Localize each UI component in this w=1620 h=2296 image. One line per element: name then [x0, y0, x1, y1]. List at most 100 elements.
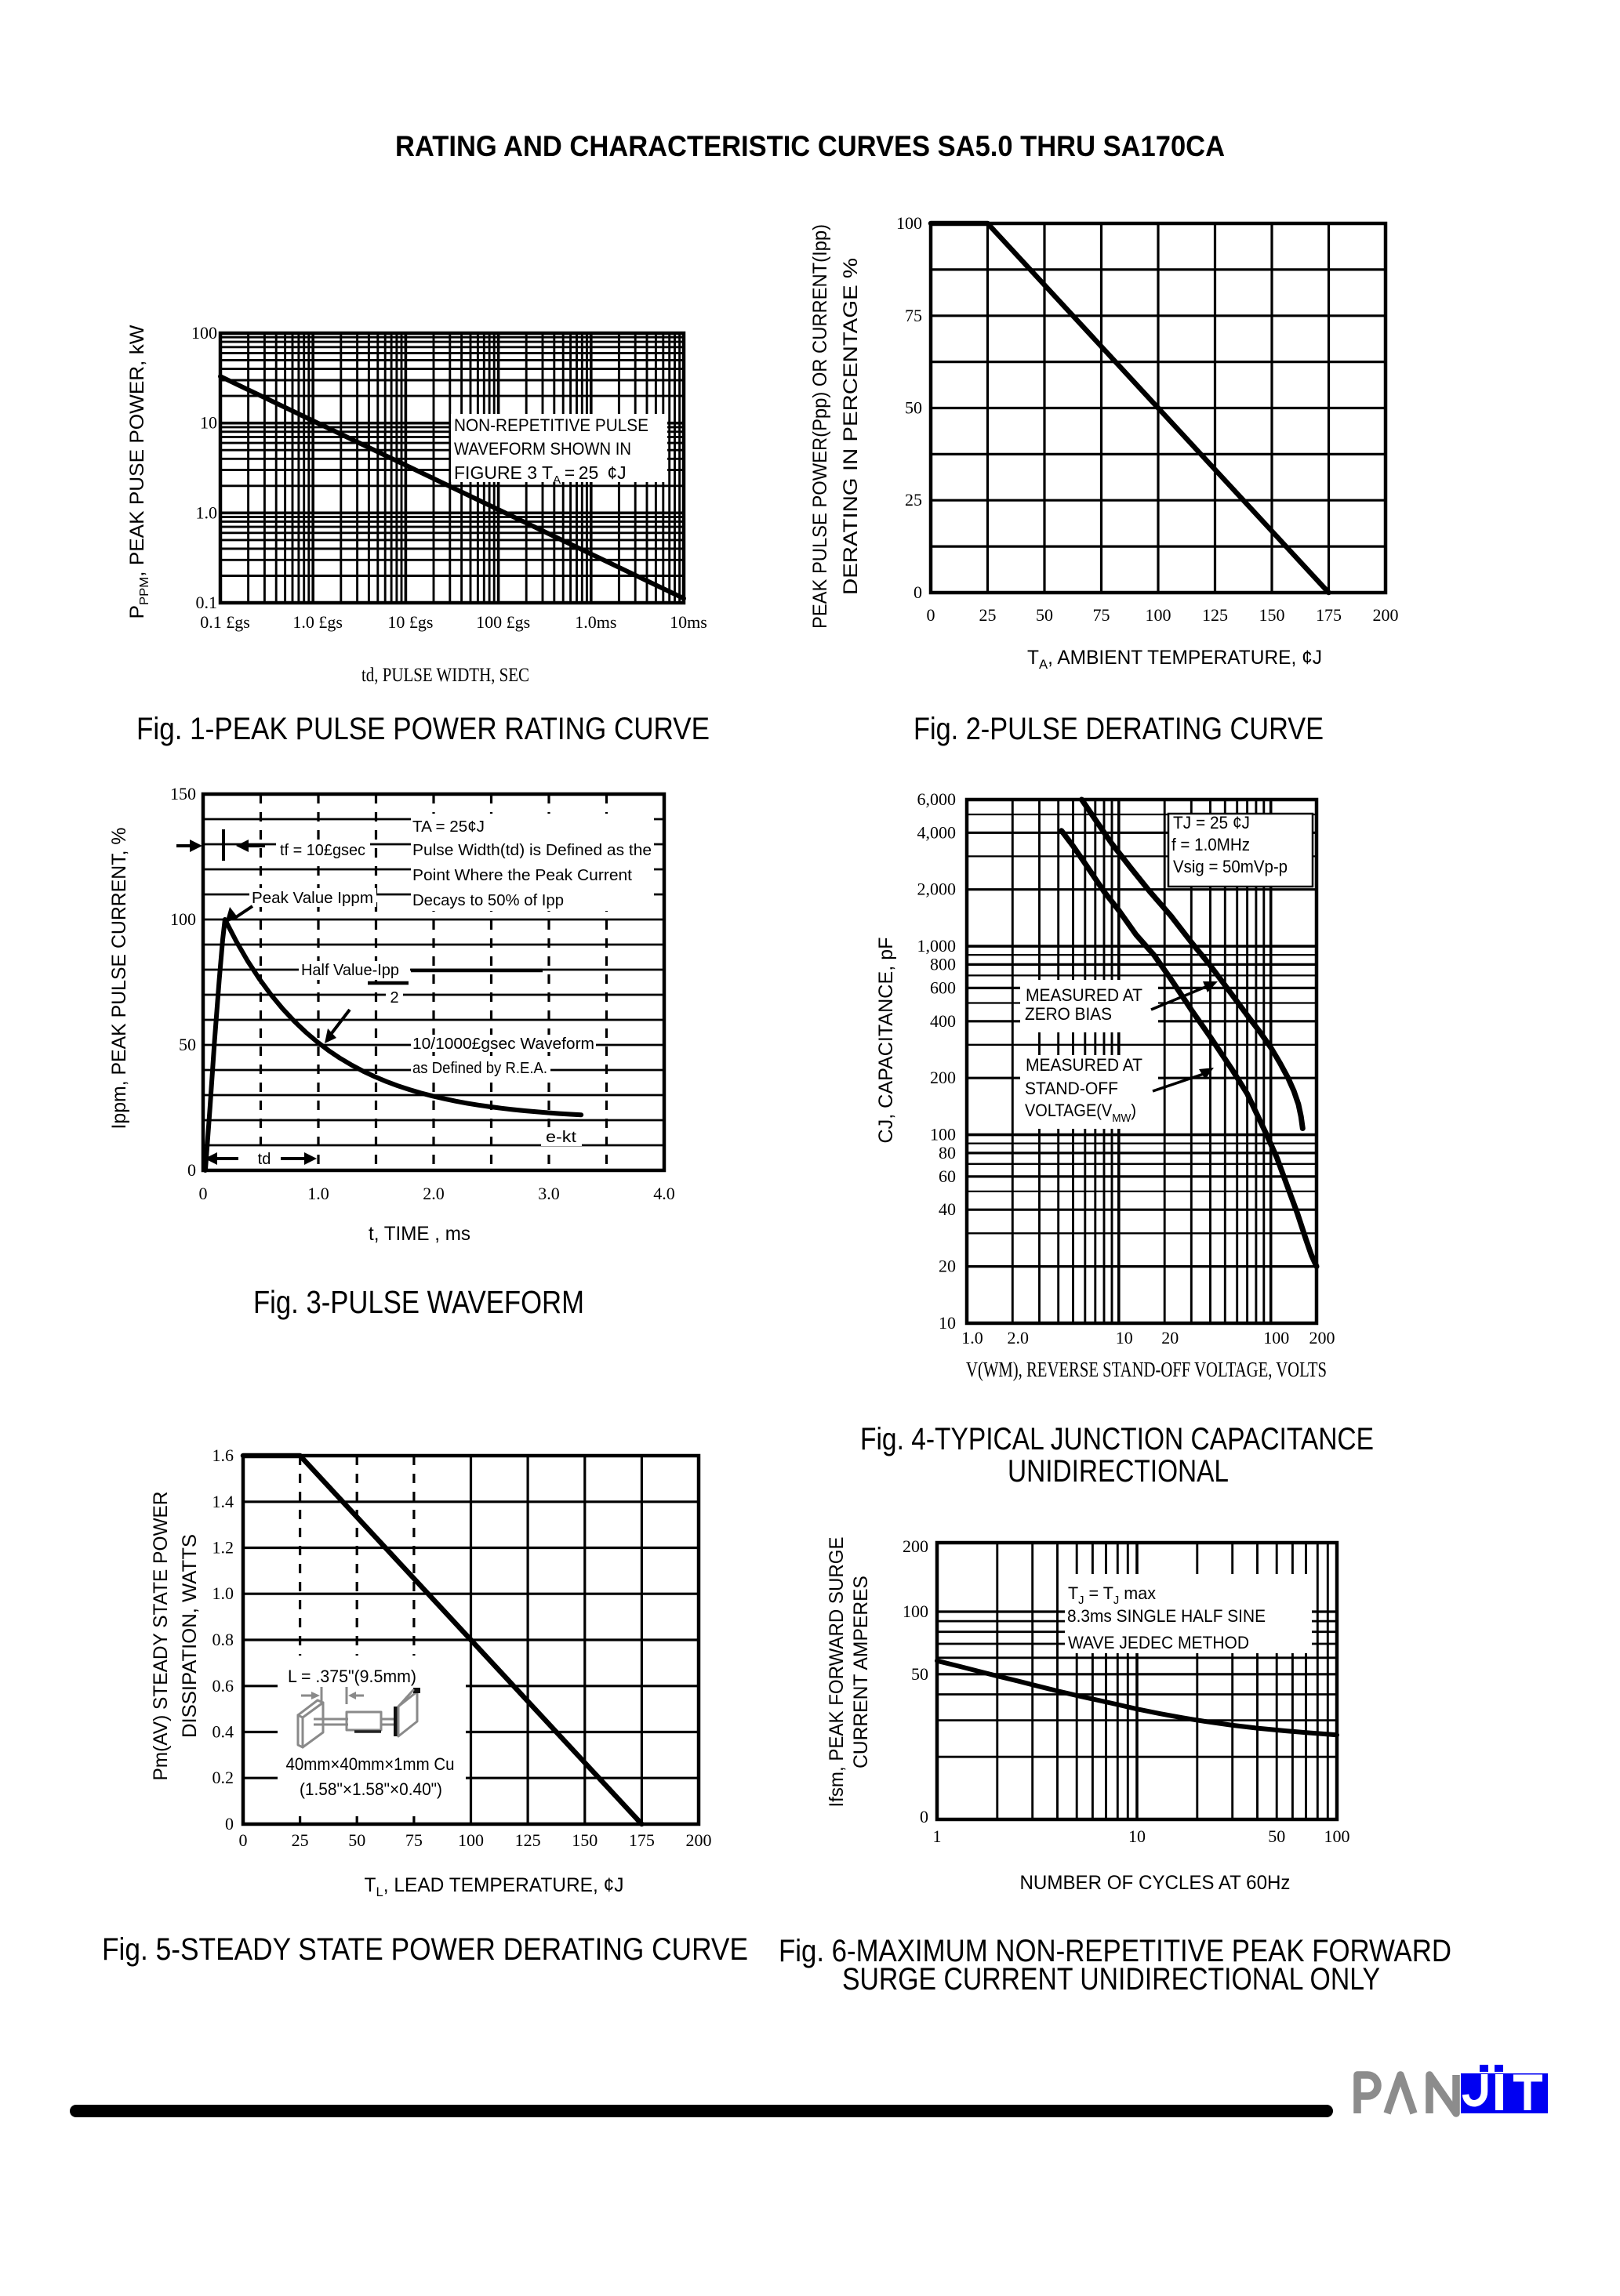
- svg-text:L = .375"(9.5mm): L = .375"(9.5mm): [288, 1667, 416, 1686]
- svg-text:10/1000£gsec Waveform: 10/1000£gsec Waveform: [412, 1036, 594, 1053]
- svg-text:0: 0: [914, 582, 922, 602]
- svg-text:1.4: 1.4: [212, 1492, 234, 1511]
- svg-text:0: 0: [225, 1814, 234, 1834]
- svg-text:WAVE JEDEC METHOD: WAVE JEDEC METHOD: [1068, 1633, 1249, 1652]
- svg-text:0.2: 0.2: [212, 1768, 234, 1787]
- svg-text:100: 100: [903, 1601, 928, 1621]
- svg-text:DERATING IN PERCENTAGE %: DERATING IN PERCENTAGE %: [840, 258, 862, 595]
- svg-text:100: 100: [896, 213, 922, 233]
- svg-text:Fig. 5-STEADY STATE POWER DERA: Fig. 5-STEADY STATE POWER DERATING CURVE: [102, 1932, 748, 1967]
- svg-text:60: 60: [939, 1166, 956, 1186]
- svg-text:50: 50: [179, 1035, 196, 1054]
- svg-text:Point Where the Peak Current: Point Where the Peak Current: [412, 867, 632, 884]
- svg-text:10ms: 10ms: [670, 612, 707, 632]
- svg-text:25: 25: [905, 490, 922, 510]
- svg-text:Pm(AV) STEADY STATE POWER: Pm(AV) STEADY STATE POWER: [150, 1492, 172, 1781]
- svg-text:0: 0: [199, 1184, 208, 1203]
- svg-text:150: 150: [1259, 605, 1285, 625]
- svg-text:0: 0: [239, 1830, 248, 1850]
- svg-text:100: 100: [930, 1125, 956, 1144]
- svg-text:400: 400: [930, 1011, 956, 1031]
- svg-text:150: 150: [170, 784, 196, 803]
- svg-text:50: 50: [1268, 1826, 1285, 1846]
- svg-text:1: 1: [933, 1826, 942, 1846]
- svg-text:200: 200: [1373, 605, 1399, 625]
- svg-text:0.1 £gs: 0.1 £gs: [200, 612, 250, 632]
- svg-text:0.8: 0.8: [212, 1630, 234, 1649]
- svg-text:125: 125: [515, 1830, 541, 1850]
- svg-text:2.0: 2.0: [1008, 1328, 1030, 1347]
- svg-text:Ippm, PEAK PULSE CURRENT, %: Ippm, PEAK PULSE CURRENT, %: [108, 828, 130, 1130]
- svg-text:CURRENT AMPERES: CURRENT AMPERES: [850, 1576, 872, 1768]
- svg-text:PEAK PULSE POWER(Ppp) OR CURRE: PEAK PULSE POWER(Ppp) OR CURRENT(Ipp): [809, 224, 831, 629]
- svg-text:0.4: 0.4: [212, 1722, 234, 1742]
- svg-text:200: 200: [686, 1830, 712, 1850]
- svg-text:e-kt: e-kt: [546, 1129, 577, 1146]
- svg-text:1.0ms: 1.0ms: [575, 612, 616, 632]
- svg-text:tf = 10£gsec: tf = 10£gsec: [280, 842, 365, 859]
- svg-text:50: 50: [348, 1830, 365, 1850]
- svg-text:6,000: 6,000: [917, 789, 957, 809]
- svg-text:75: 75: [405, 1830, 423, 1850]
- svg-text:Fig. 6-MAXIMUM NON-REPETITIVE: Fig. 6-MAXIMUM NON-REPETITIVE PEAK FORWA…: [779, 1934, 1451, 1968]
- svg-text:40mm×40mm×1mm Cu: 40mm×40mm×1mm Cu: [286, 1754, 455, 1774]
- svg-text:100 £gs: 100 £gs: [476, 612, 530, 632]
- svg-text:f = 1.0MHz: f = 1.0MHz: [1171, 835, 1250, 854]
- svg-text:(1.58"×1.58"×0.40"): (1.58"×1.58"×0.40"): [300, 1779, 442, 1799]
- svg-text:TA = 25¢J: TA = 25¢J: [412, 818, 485, 836]
- svg-text:TA, AMBIENT TEMPERATURE, ¢J: TA, AMBIENT TEMPERATURE, ¢J: [1027, 647, 1322, 672]
- svg-text:20: 20: [939, 1257, 956, 1276]
- svg-text:2,000: 2,000: [917, 880, 957, 899]
- svg-text:TL, LEAD TEMPERATURE, ¢J: TL, LEAD TEMPERATURE, ¢J: [365, 1874, 624, 1899]
- svg-text:1.0: 1.0: [307, 1184, 329, 1203]
- svg-text:50: 50: [1036, 605, 1053, 625]
- svg-text:ZERO BIAS: ZERO BIAS: [1025, 1004, 1112, 1024]
- svg-text:175: 175: [629, 1830, 655, 1850]
- svg-text:0.1: 0.1: [196, 593, 218, 612]
- svg-text:td: td: [258, 1151, 271, 1168]
- svg-text:40: 40: [939, 1199, 956, 1219]
- svg-text:WAVEFORM SHOWN IN: WAVEFORM SHOWN IN: [454, 439, 631, 459]
- svg-text:50: 50: [905, 398, 922, 418]
- svg-text:0: 0: [187, 1160, 196, 1180]
- svg-text:25: 25: [979, 605, 997, 625]
- svg-text:1,000: 1,000: [917, 936, 957, 956]
- svg-text:100: 100: [191, 323, 217, 343]
- svg-text:SURGE CURRENT UNIDIRECTIONAL O: SURGE CURRENT UNIDIRECTIONAL ONLY: [842, 1962, 1380, 1997]
- svg-text:1.0: 1.0: [961, 1328, 983, 1347]
- svg-text:200: 200: [930, 1068, 956, 1087]
- svg-text:Vsig = 50mVp-p: Vsig = 50mVp-p: [1173, 857, 1288, 876]
- svg-text:4,000: 4,000: [917, 822, 957, 842]
- svg-text:Pulse Width(td) is Defined as: Pulse Width(td) is Defined as the: [412, 842, 652, 859]
- svg-text:10 £gs: 10 £gs: [387, 612, 433, 632]
- svg-text:NON-REPETITIVE PULSE: NON-REPETITIVE PULSE: [454, 415, 648, 435]
- svg-text:1.0: 1.0: [212, 1583, 234, 1603]
- svg-text:200: 200: [903, 1536, 928, 1556]
- svg-text:Half Value-Ipp: Half Value-Ipp: [301, 962, 399, 979]
- svg-text:80: 80: [939, 1143, 956, 1163]
- svg-text:0: 0: [920, 1807, 928, 1826]
- svg-text:100: 100: [1263, 1328, 1289, 1347]
- svg-text:1.0: 1.0: [196, 502, 218, 522]
- svg-text:100: 100: [1324, 1826, 1350, 1846]
- svg-text:200: 200: [1309, 1328, 1335, 1347]
- svg-text:STAND-OFF: STAND-OFF: [1025, 1079, 1118, 1098]
- svg-text:1.2: 1.2: [212, 1538, 234, 1558]
- svg-text:0.6: 0.6: [212, 1676, 234, 1696]
- svg-text:UNIDIRECTIONAL: UNIDIRECTIONAL: [1008, 1454, 1229, 1489]
- svg-text:175: 175: [1316, 605, 1342, 625]
- svg-text:TJ = 25 ¢J: TJ = 25 ¢J: [1173, 813, 1250, 832]
- svg-text:RATING AND CHARACTERISTIC CURV: RATING AND CHARACTERISTIC CURVES SA5.0 T…: [395, 130, 1225, 162]
- svg-text:75: 75: [1093, 605, 1110, 625]
- svg-text:Ifsm, PEAK FORWARD SURGE: Ifsm, PEAK FORWARD SURGE: [826, 1537, 848, 1808]
- svg-text:Decays to 50% of Ipp: Decays to 50% of Ipp: [412, 892, 564, 909]
- svg-text:100: 100: [170, 909, 196, 929]
- svg-text:10: 10: [939, 1313, 956, 1333]
- svg-text:150: 150: [572, 1830, 598, 1850]
- svg-text:as Defined by R.E.A.: as Defined by R.E.A.: [412, 1060, 547, 1077]
- svg-text:20: 20: [1161, 1328, 1179, 1347]
- svg-text:MEASURED AT: MEASURED AT: [1026, 1055, 1142, 1075]
- svg-text:2.0: 2.0: [423, 1184, 445, 1203]
- svg-text:MEASURED AT: MEASURED AT: [1026, 985, 1142, 1005]
- svg-text:Fig. 3-PULSE WAVEFORM: Fig. 3-PULSE WAVEFORM: [253, 1284, 584, 1320]
